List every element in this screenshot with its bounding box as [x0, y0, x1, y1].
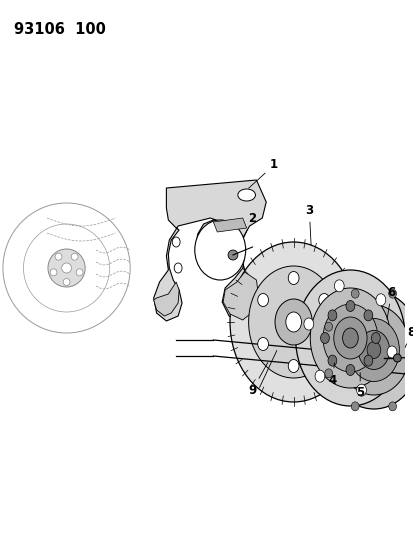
Ellipse shape — [356, 384, 366, 396]
Ellipse shape — [345, 365, 354, 376]
Ellipse shape — [274, 299, 311, 345]
Ellipse shape — [350, 289, 358, 298]
Ellipse shape — [55, 253, 62, 260]
Ellipse shape — [320, 333, 329, 343]
Text: 1: 1 — [248, 158, 278, 188]
Ellipse shape — [230, 242, 356, 402]
Ellipse shape — [334, 280, 343, 292]
Ellipse shape — [388, 289, 396, 298]
Ellipse shape — [333, 317, 366, 359]
Ellipse shape — [248, 266, 338, 378]
Ellipse shape — [342, 328, 357, 348]
Ellipse shape — [63, 279, 70, 286]
Ellipse shape — [388, 402, 396, 411]
Ellipse shape — [370, 333, 380, 343]
Ellipse shape — [237, 189, 255, 201]
Ellipse shape — [174, 263, 182, 273]
Ellipse shape — [285, 312, 301, 332]
Polygon shape — [153, 180, 266, 323]
Ellipse shape — [194, 220, 245, 280]
Ellipse shape — [366, 342, 380, 359]
Ellipse shape — [327, 355, 336, 366]
Polygon shape — [213, 218, 246, 232]
Ellipse shape — [392, 354, 400, 362]
Ellipse shape — [76, 269, 83, 276]
Ellipse shape — [48, 249, 85, 287]
Text: 5: 5 — [355, 373, 363, 400]
Ellipse shape — [309, 288, 389, 388]
Ellipse shape — [257, 337, 268, 351]
Ellipse shape — [386, 346, 396, 358]
Ellipse shape — [350, 402, 358, 411]
Ellipse shape — [318, 337, 329, 351]
Ellipse shape — [287, 359, 298, 373]
Text: 6: 6 — [386, 286, 395, 319]
Ellipse shape — [363, 310, 372, 321]
Ellipse shape — [172, 237, 180, 247]
Ellipse shape — [50, 269, 57, 276]
Ellipse shape — [295, 270, 404, 406]
Text: 9: 9 — [248, 362, 267, 397]
Text: 93106  100: 93106 100 — [14, 22, 105, 37]
Ellipse shape — [325, 291, 413, 409]
Ellipse shape — [228, 250, 237, 260]
Ellipse shape — [375, 294, 385, 306]
Ellipse shape — [363, 355, 372, 366]
Ellipse shape — [257, 294, 268, 306]
Ellipse shape — [348, 319, 399, 382]
Ellipse shape — [337, 305, 409, 395]
Polygon shape — [153, 282, 179, 316]
Ellipse shape — [324, 369, 332, 378]
Ellipse shape — [324, 322, 332, 331]
Ellipse shape — [318, 294, 329, 306]
Text: 3: 3 — [304, 204, 313, 245]
Text: 4: 4 — [328, 363, 336, 386]
Ellipse shape — [303, 318, 313, 330]
Polygon shape — [223, 272, 258, 320]
Text: 8: 8 — [404, 326, 413, 348]
Ellipse shape — [357, 330, 389, 369]
Ellipse shape — [327, 310, 336, 321]
Ellipse shape — [62, 263, 71, 273]
Text: 2: 2 — [243, 212, 256, 238]
Ellipse shape — [71, 253, 78, 260]
Ellipse shape — [287, 271, 298, 285]
Ellipse shape — [322, 304, 377, 372]
Ellipse shape — [345, 301, 354, 311]
Ellipse shape — [314, 370, 324, 382]
